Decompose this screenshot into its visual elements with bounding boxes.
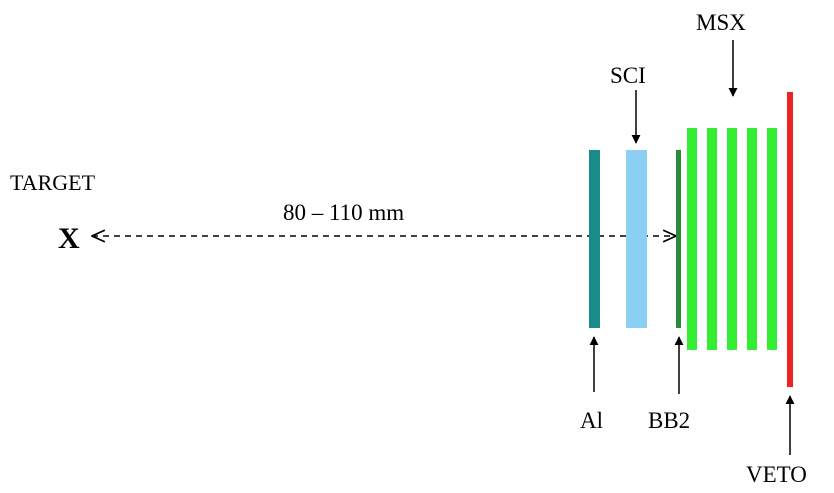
msx-plane-3 — [727, 128, 737, 350]
al-plate — [589, 150, 600, 328]
target-label: TARGET — [10, 170, 96, 195]
msx-plane-1 — [687, 128, 697, 350]
bb2-plate — [676, 150, 681, 328]
al-label: Al — [580, 408, 603, 433]
distance-label: 80 – 110 mm — [283, 200, 404, 225]
msx-planes — [687, 128, 777, 350]
veto-plate — [787, 92, 793, 387]
msx-plane-2 — [707, 128, 717, 350]
msx-label: MSX — [696, 10, 746, 35]
sci-plate — [626, 150, 647, 328]
bb2-label: BB2 — [648, 408, 690, 433]
sci-label: SCI — [610, 63, 646, 88]
veto-label: VETO — [746, 462, 807, 487]
target-marker: X — [58, 222, 80, 255]
msx-plane-5 — [767, 128, 777, 350]
msx-plane-4 — [747, 128, 757, 350]
